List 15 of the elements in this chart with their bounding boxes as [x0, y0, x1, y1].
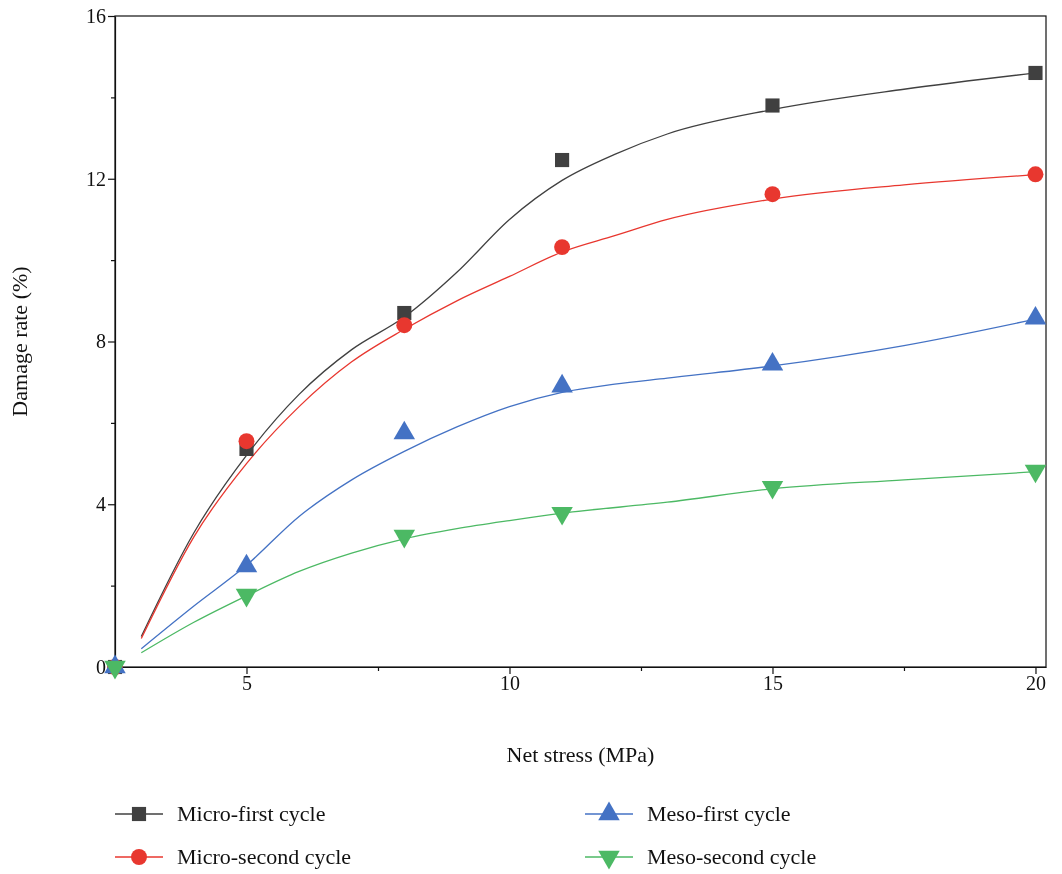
- x-tick-label: 15: [762, 672, 783, 695]
- x-axis-title: Net stress (MPa): [506, 742, 655, 767]
- y-tick-label: 0: [96, 655, 106, 678]
- y-axis-title: Damage rate (%): [7, 266, 32, 417]
- y-tick-label: 16: [86, 4, 106, 27]
- legend-label: Micro-first cycle: [177, 801, 326, 826]
- x-tick-label: 5: [242, 672, 252, 695]
- y-tick-label: 8: [96, 330, 106, 353]
- y-tick-label: 4: [96, 493, 106, 516]
- legend-label: Meso-first cycle: [647, 801, 791, 826]
- y-tick-label: 12: [86, 167, 106, 190]
- x-tick-label: 20: [1025, 672, 1046, 695]
- legend-label: Micro-second cycle: [177, 844, 352, 869]
- x-tick-label: 10: [499, 672, 520, 695]
- legend-label: Meso-second cycle: [647, 844, 817, 869]
